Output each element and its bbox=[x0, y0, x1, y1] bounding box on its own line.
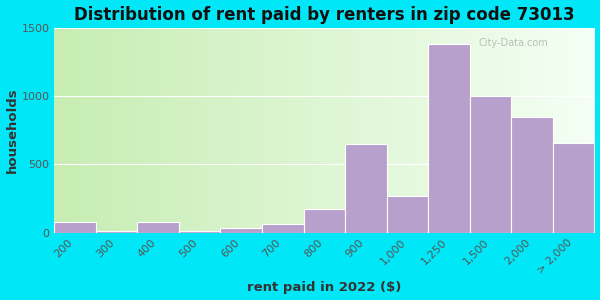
Text: City-Data.com: City-Data.com bbox=[479, 38, 548, 48]
Bar bbox=[54, 222, 96, 233]
Bar bbox=[179, 231, 220, 232]
Bar bbox=[470, 96, 511, 232]
Bar bbox=[428, 44, 470, 232]
X-axis label: rent paid in 2022 ($): rent paid in 2022 ($) bbox=[247, 281, 401, 294]
Bar bbox=[553, 142, 595, 232]
Bar bbox=[220, 229, 262, 232]
Title: Distribution of rent paid by renters in zip code 73013: Distribution of rent paid by renters in … bbox=[74, 6, 575, 24]
Bar bbox=[137, 222, 179, 232]
Bar bbox=[386, 196, 428, 232]
Bar bbox=[304, 209, 345, 232]
Bar bbox=[262, 224, 304, 233]
Bar bbox=[511, 117, 553, 232]
Y-axis label: households: households bbox=[5, 87, 19, 173]
Bar bbox=[345, 144, 386, 232]
Bar bbox=[96, 231, 137, 232]
